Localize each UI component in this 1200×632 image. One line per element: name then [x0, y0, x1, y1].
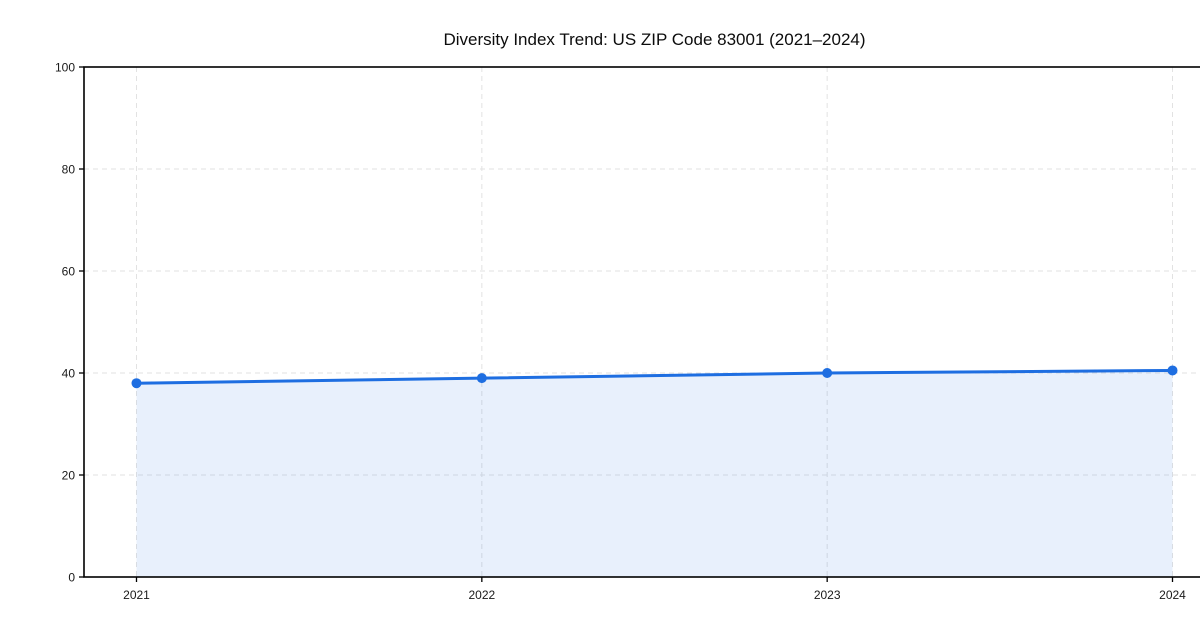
y-tick-label: 40 — [62, 367, 76, 381]
x-tick-label: 2024 — [1159, 588, 1186, 602]
x-tick-label: 2023 — [814, 588, 841, 602]
y-tick-label: 0 — [68, 571, 75, 585]
x-tick-label: 2021 — [123, 588, 150, 602]
y-tick-label: 100 — [55, 61, 75, 75]
data-point-2021 — [131, 378, 142, 389]
y-tick-label: 60 — [62, 265, 76, 279]
data-point-2024 — [1167, 365, 1178, 376]
trend-line — [135, 368, 1174, 385]
chart-canvas: 0 20 40 60 80 100 2021 2022 2023 2024 — [55, 61, 1200, 602]
x-tick-label: 2022 — [468, 588, 495, 602]
y-tick-label: 80 — [62, 163, 76, 177]
chart-title: Diversity Index Trend: US ZIP Code 83001… — [443, 30, 866, 49]
plot-border — [83, 66, 1200, 578]
area-fill — [136, 370, 1173, 577]
diversity-index-trend-chart: Diversity Index Trend: US ZIP Code 83001… — [40, 16, 1200, 616]
y-tick-label: 20 — [62, 469, 76, 483]
data-point-2022 — [476, 373, 487, 384]
data-point-2023 — [822, 368, 833, 378]
